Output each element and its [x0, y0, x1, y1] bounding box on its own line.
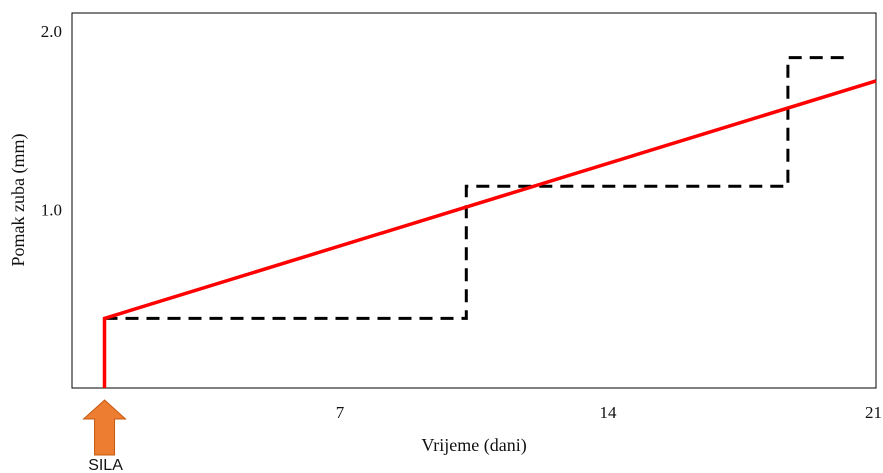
x-tick-label: 21: [865, 403, 882, 422]
series-layer: [102, 56, 877, 388]
x-tick-label: 14: [600, 403, 618, 422]
y-tick-label: 2.0: [41, 22, 62, 41]
force-label: SILA: [88, 457, 123, 473]
force-annotation: SILA: [82, 399, 127, 473]
force-arrow-icon: [82, 399, 127, 456]
series-dashed-line: [104, 56, 846, 320]
x-axis-label: Vrijeme (dani): [421, 435, 526, 456]
x-tick-label: 7: [336, 403, 345, 422]
plot-area-frame: [71, 12, 877, 389]
y-tick-labels: 1.0 2.0: [41, 22, 62, 220]
y-tick-label: 1.0: [41, 200, 62, 219]
series-solid-line: [102, 79, 877, 388]
x-tick-labels: 7 14 21: [336, 403, 882, 422]
y-axis-label: Pomak zuba (mm): [8, 134, 29, 267]
